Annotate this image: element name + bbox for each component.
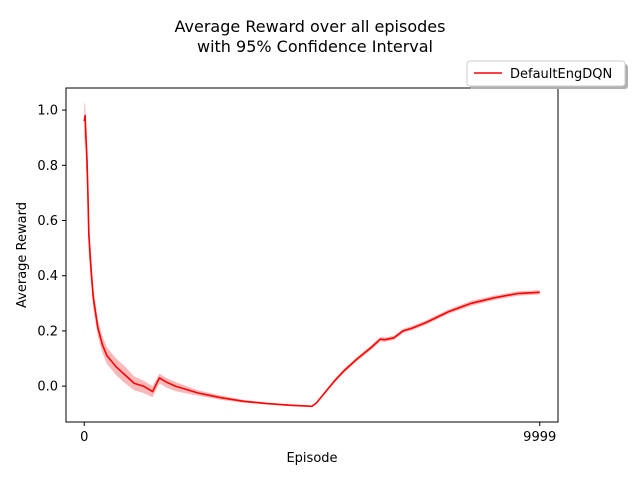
- legend-entry-defaultengdqn: DefaultEngDQN: [510, 67, 612, 82]
- y-tick-label: 0.8: [37, 159, 58, 174]
- plot-frame: [65, 87, 559, 423]
- plot-area: [65, 87, 559, 423]
- legend: DefaultEngDQN: [466, 60, 628, 89]
- y-tick-label: 0.2: [37, 324, 58, 339]
- confidence-band: [84, 101, 540, 407]
- x-tick-label: 9999: [523, 430, 556, 445]
- x-axis: 0 9999: [80, 422, 556, 445]
- y-tick-label: 0.6: [37, 214, 58, 229]
- y-axis: 0.0 0.2 0.4 0.6 0.8 1.0: [37, 104, 66, 395]
- legend-box: [466, 60, 626, 87]
- x-tick-label: 0: [80, 430, 88, 445]
- y-tick-label: 1.0: [37, 104, 58, 119]
- y-tick-label: 0.0: [37, 380, 58, 395]
- chart-title-line-2: with 95% Confidence Interval: [197, 37, 433, 56]
- chart-title-line-1: Average Reward over all episodes: [175, 17, 446, 36]
- series-line-defaultengdqn: [83, 114, 540, 408]
- y-tick-label: 0.4: [37, 269, 58, 284]
- x-axis-label: Episode: [286, 451, 337, 466]
- y-axis-label: Average Reward: [15, 202, 30, 308]
